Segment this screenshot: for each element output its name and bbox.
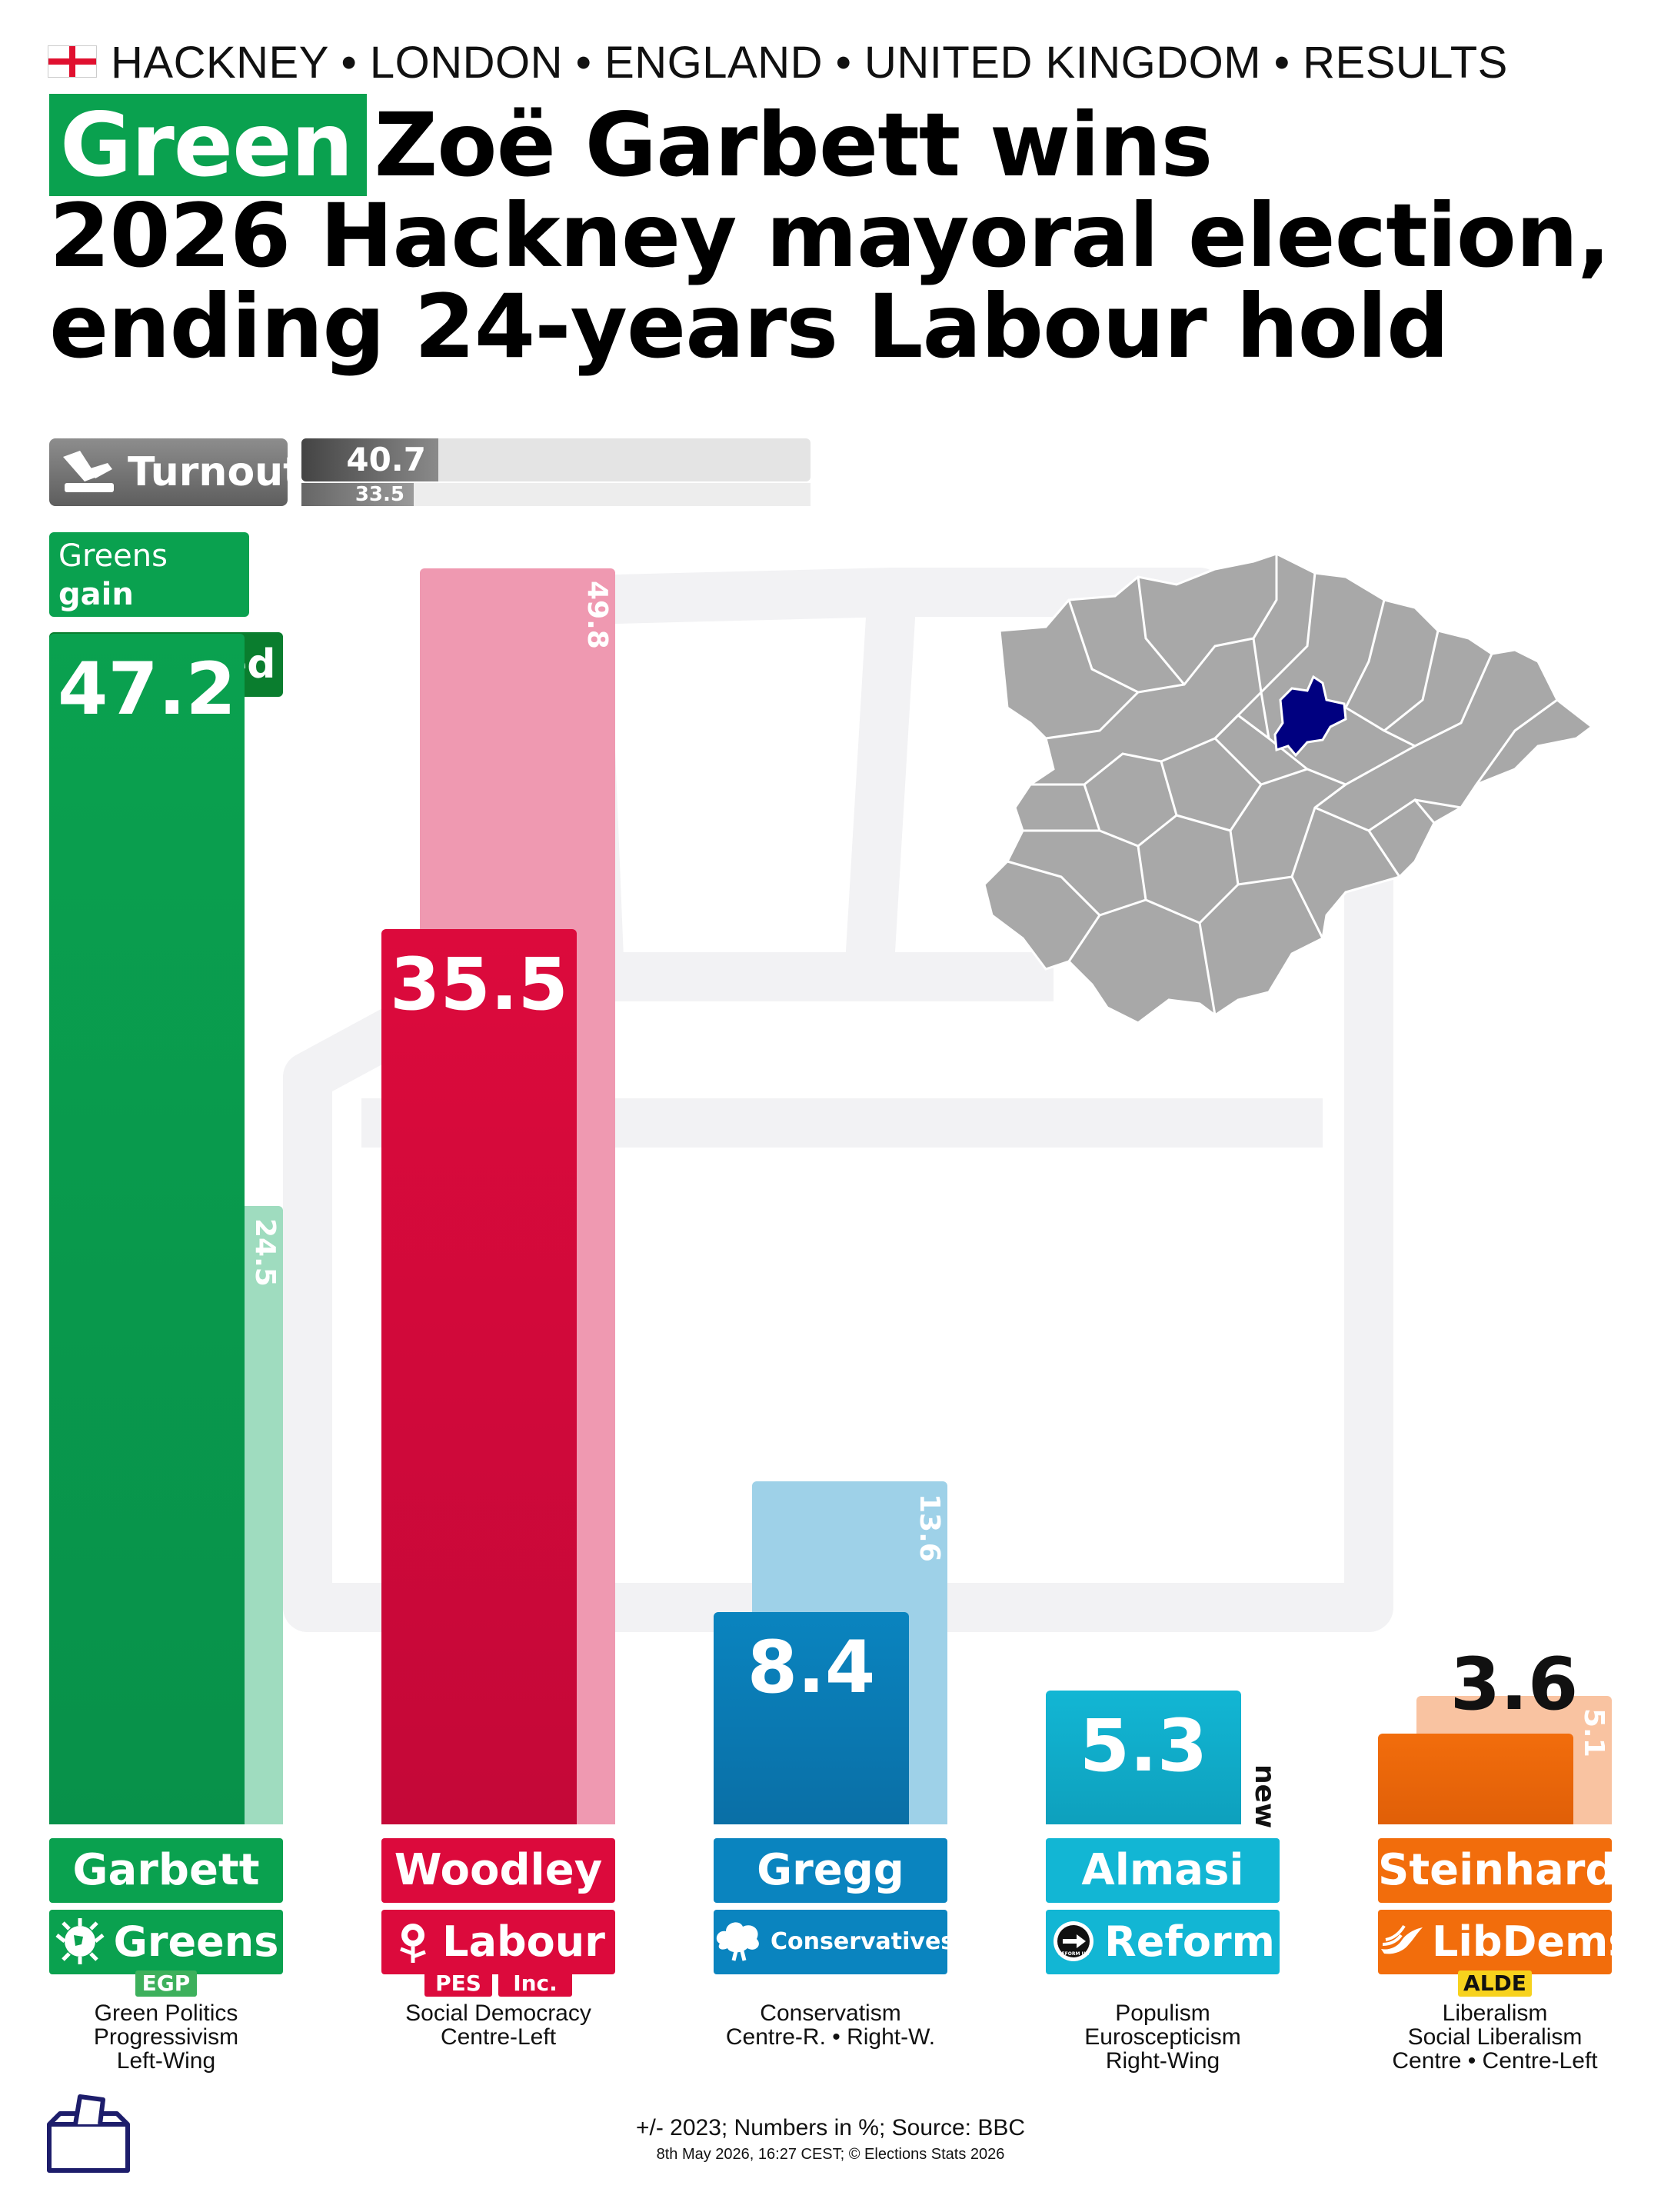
ideology-line: Right-Wing xyxy=(1105,2048,1220,2074)
party-name-conservatives: Conservatives xyxy=(771,1928,955,1955)
rose-icon xyxy=(400,1924,427,1964)
party-box-libdems: LibDems xyxy=(1378,1910,1633,1974)
affiliation-inc: Inc. xyxy=(498,1970,572,1997)
bar-2023-label-steinhardt: 5.1 xyxy=(1578,1707,1609,1757)
party-name-greens: Greens xyxy=(113,1917,279,1966)
title-party-tag: Green xyxy=(49,94,367,196)
arrow-circle-icon: REFORM UK xyxy=(1054,1921,1094,1962)
bar-2023-label-gregg: 13.6 xyxy=(914,1493,945,1562)
affiliation-alde: ALDE xyxy=(1458,1970,1532,1997)
ideology-garbett: Green Politics Progressivism Left-Wing xyxy=(51,2001,281,2073)
ideology-line: Progressivism xyxy=(93,2024,239,2050)
party-name-libdems: LibDems xyxy=(1432,1917,1633,1966)
dove-icon xyxy=(1381,1925,1423,1954)
ideology-line: Centre-R. • Right-W. xyxy=(725,2024,936,2050)
bar-2026-label-garbett: 47.2 xyxy=(58,647,236,731)
ballot-hand-icon xyxy=(63,451,114,492)
turnout-current-bar: 40.7 xyxy=(301,438,438,481)
turnout-previous-bar: 33.5 xyxy=(301,483,414,506)
ideology-steinhardt: Liberalism Social Liberalism Centre • Ce… xyxy=(1380,2001,1610,2073)
globe-leaf-icon xyxy=(55,1918,105,1965)
footer-source: +/- 2023; Numbers in %; Source: BBC xyxy=(635,2115,1026,2140)
ballot-box-logo-icon xyxy=(47,2094,130,2173)
gain-text-a: Greens xyxy=(58,538,168,574)
reform-logo-text: REFORM UK xyxy=(1058,1951,1089,1957)
ideology-line: Centre • Centre-Left xyxy=(1392,2048,1598,2074)
ideology-gregg: Conservatism Centre-R. • Right-W. xyxy=(715,2001,946,2049)
oak-tree-icon xyxy=(716,1921,759,1961)
ideology-line: Left-Wing xyxy=(116,2048,216,2074)
bar-2026-label-almasi: 5.3 xyxy=(1079,1704,1208,1789)
bar-2026-label-woodley: 35.5 xyxy=(390,942,568,1027)
ideology-line: Liberalism xyxy=(1442,2000,1548,2026)
affiliation-egp: EGP xyxy=(135,1970,197,1997)
new-party-label: new xyxy=(1249,1764,1280,1829)
party-box-conservatives: Conservatives xyxy=(714,1910,954,1974)
title-line-2: 2026 Hackney mayoral election, xyxy=(49,185,1611,287)
party-name-labour: Labour xyxy=(442,1917,605,1966)
london-borough-borders xyxy=(1007,554,1558,1016)
title-line-3: ending 24-years Labour hold xyxy=(49,275,1450,378)
party-box-greens: Greens xyxy=(49,1910,283,1974)
bar-2026-label-gregg: 8.4 xyxy=(747,1626,876,1711)
ideology-line: Conservatism xyxy=(760,2000,901,2026)
candidate-name-steinhardt: Steinhardt xyxy=(1378,1838,1636,1903)
bar-2023-label-woodley: 49.8 xyxy=(581,580,613,649)
candidate-name-garbett: Garbett xyxy=(49,1838,283,1903)
location-text: HACKNEY • LONDON • ENGLAND • UNITED KING… xyxy=(111,38,1508,88)
bar-2023-label-garbett: 24.5 xyxy=(249,1218,281,1288)
gain-badge: Greens gain from Labour xyxy=(49,532,249,689)
hackney-highlight xyxy=(1273,675,1347,758)
bar-2026-label-steinhardt: 3.6 xyxy=(1450,1642,1579,1727)
ideology-line: Social Liberalism xyxy=(1407,2024,1583,2050)
candidate-name-almasi: Almasi xyxy=(1046,1838,1280,1903)
london-boroughs-map xyxy=(984,554,1594,1024)
bar-2026-garbett xyxy=(49,633,245,1824)
bar-2026-gregg xyxy=(714,1612,909,1824)
party-box-labour: Labour xyxy=(381,1910,615,1974)
bar-2026-steinhardt xyxy=(1378,1733,1573,1824)
title-line-1: Zoë Garbett wins xyxy=(374,94,1213,196)
ideology-woodley: Social Democracy Centre-Left xyxy=(383,2001,614,2049)
ideology-line: Euroscepticism xyxy=(1084,2024,1241,2050)
turnout-label: Turnout xyxy=(128,449,303,495)
ideology-almasi: Populism Euroscepticism Right-Wing xyxy=(1047,2001,1278,2073)
ideology-line: Green Politics xyxy=(94,2000,238,2026)
ideology-line: Centre-Left xyxy=(440,2024,557,2050)
bar-2026-woodley xyxy=(381,928,577,1824)
footer-timestamp: 8th May 2026, 16:27 CEST; © Elections St… xyxy=(656,2146,1005,2163)
party-box-reform: REFORM UK Reform xyxy=(1046,1910,1280,1974)
gain-text-b: gain xyxy=(58,577,134,612)
ideology-line: Social Democracy xyxy=(405,2000,591,2026)
turnout-badge: Turnout xyxy=(49,438,302,506)
party-name-reform: Reform xyxy=(1104,1917,1275,1966)
candidate-name-woodley: Woodley xyxy=(381,1838,615,1903)
candidate-name-gregg: Gregg xyxy=(714,1838,947,1903)
bar-2026-almasi xyxy=(1046,1691,1241,1824)
england-flag-icon xyxy=(48,45,97,78)
location-header: HACKNEY • LONDON • ENGLAND • UNITED KING… xyxy=(48,37,1508,88)
affiliation-pes: PES xyxy=(424,1970,492,1997)
ideology-line: Populism xyxy=(1115,2000,1210,2026)
london-map-outline xyxy=(984,554,1594,1024)
page-title: Green Zoë Garbett wins 2026 Hackney mayor… xyxy=(49,94,1611,378)
